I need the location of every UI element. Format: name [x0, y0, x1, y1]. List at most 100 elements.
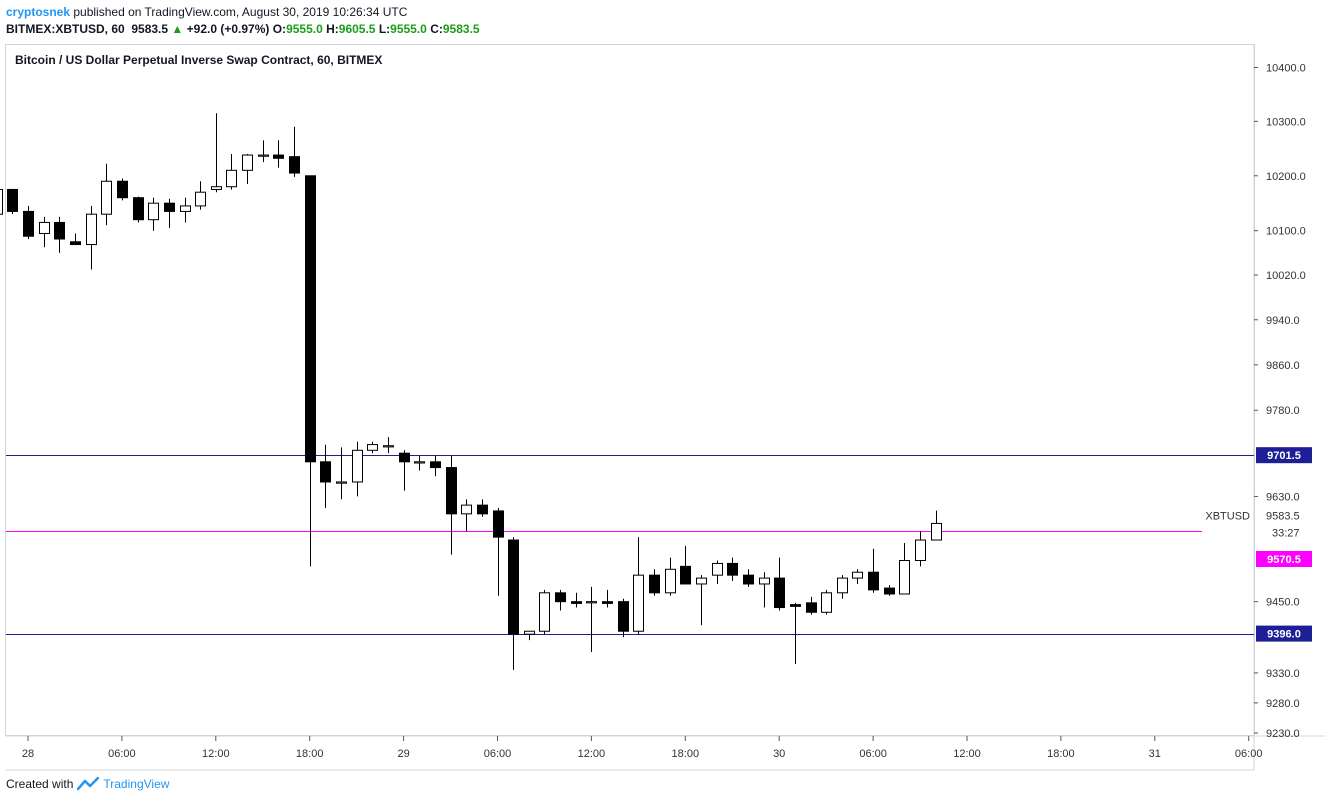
chart-title: Bitcoin / US Dollar Perpetual Inverse Sw… — [15, 53, 383, 67]
time-tick-label: 18:00 — [672, 748, 700, 760]
candle-body[interactable] — [743, 574, 754, 585]
candle-body[interactable] — [86, 213, 97, 246]
candle-body[interactable] — [539, 592, 550, 632]
time-tick-label: 06:00 — [108, 748, 136, 760]
candle-body[interactable] — [148, 202, 159, 221]
change-up-icon: ▲ — [171, 22, 184, 36]
candle-body[interactable] — [493, 510, 504, 538]
candle-body[interactable] — [23, 210, 34, 237]
candle-body[interactable] — [195, 191, 206, 207]
candle-body[interactable] — [680, 565, 691, 585]
tradingview-brand-link[interactable]: TradingView — [103, 777, 170, 791]
price-tick-label: 9780.0 — [1266, 405, 1300, 417]
candle-body[interactable] — [555, 592, 566, 603]
candle-body[interactable] — [305, 175, 316, 463]
candle-body[interactable] — [821, 592, 832, 613]
candle-body[interactable] — [7, 188, 18, 212]
level-price-label-bg — [1256, 447, 1312, 464]
price-tick-label: 9860.0 — [1266, 360, 1300, 372]
candle-body[interactable] — [117, 180, 128, 199]
series-name-label: XBTUSD — [1205, 510, 1250, 522]
candle-body[interactable] — [790, 604, 801, 607]
candle-body[interactable] — [806, 602, 817, 613]
level-price-label: 9570.5 — [1267, 554, 1301, 566]
candle-body[interactable] — [367, 444, 378, 451]
publish-line: cryptosnek published on TradingView.com,… — [6, 5, 407, 19]
candle-body[interactable] — [649, 574, 660, 594]
time-tick-label: 06:00 — [1235, 748, 1263, 760]
candle-body[interactable] — [508, 539, 519, 635]
time-tick-label: 12:00 — [578, 748, 606, 760]
high-value: 9605.5 — [338, 22, 376, 36]
time-tick-label: 18:00 — [1047, 748, 1075, 760]
candle-body[interactable] — [759, 577, 770, 585]
candle-body[interactable] — [446, 467, 457, 515]
candle-body[interactable] — [39, 221, 50, 234]
candle-body[interactable] — [430, 461, 441, 469]
candle-body[interactable] — [54, 221, 65, 240]
candle-body[interactable] — [461, 504, 472, 515]
price-tick-label: 9280.0 — [1266, 698, 1300, 710]
candle-body[interactable] — [837, 577, 848, 594]
candle-body[interactable] — [414, 461, 425, 464]
candle-body[interactable] — [915, 539, 926, 561]
candle-body[interactable] — [696, 577, 707, 585]
bar-countdown: 33:27 — [1272, 527, 1300, 539]
last-price: 9583.5 — [131, 22, 169, 36]
symbol-label: BITMEX:XBTUSD, 60 — [6, 22, 125, 36]
time-tick-label: 06:00 — [484, 748, 512, 760]
candle-body[interactable] — [633, 574, 644, 632]
candle-body[interactable] — [712, 562, 723, 576]
time-tick-label: 12:00 — [202, 748, 230, 760]
candle-body[interactable] — [868, 571, 879, 591]
candle-body[interactable] — [931, 522, 942, 541]
candle-body[interactable] — [273, 154, 284, 159]
price-tick-label: 9230.0 — [1266, 728, 1300, 740]
candle-body[interactable] — [884, 587, 895, 595]
candle-body[interactable] — [571, 601, 582, 604]
candle-body[interactable] — [852, 571, 863, 579]
candle-body[interactable] — [477, 504, 488, 515]
level-price-label-bg — [1256, 625, 1312, 642]
candle-body[interactable] — [727, 562, 738, 576]
candle-body[interactable] — [602, 601, 613, 604]
candle-body[interactable] — [101, 180, 112, 215]
candle-body[interactable] — [226, 169, 237, 188]
high-label: H: — [326, 22, 339, 36]
created-with-label: Created with — [6, 777, 74, 791]
candle-body[interactable] — [164, 202, 175, 212]
candle-body[interactable] — [180, 205, 191, 212]
low-value: 9555.0 — [390, 22, 427, 36]
low-label: L: — [378, 22, 391, 36]
candle-body[interactable] — [524, 630, 535, 635]
candle-body[interactable] — [618, 601, 629, 632]
time-tick-label: 18:00 — [296, 748, 324, 760]
candle-body[interactable] — [352, 449, 363, 483]
candle-body[interactable] — [0, 188, 3, 215]
candle-body[interactable] — [70, 241, 81, 246]
candle-body[interactable] — [665, 568, 676, 594]
candle-body[interactable] — [586, 601, 597, 604]
candle-body[interactable] — [289, 156, 300, 174]
price-tick-label: 9940.0 — [1266, 315, 1300, 327]
candle-body[interactable] — [320, 461, 331, 483]
candle-body[interactable] — [774, 577, 785, 609]
candle-body[interactable] — [258, 154, 269, 157]
price-tick-label: 9330.0 — [1266, 668, 1300, 680]
tradingview-logo-icon — [77, 777, 100, 791]
candle-body[interactable] — [383, 445, 394, 448]
candle-body[interactable] — [211, 186, 222, 190]
candle-body[interactable] — [133, 197, 144, 221]
candle-body[interactable] — [336, 481, 347, 484]
candle-body[interactable] — [399, 452, 410, 463]
level-price-label: 9396.0 — [1267, 629, 1301, 641]
time-tick-label: 28 — [22, 748, 34, 760]
candle-body[interactable] — [899, 559, 910, 595]
time-tick-label: 12:00 — [953, 748, 981, 760]
candle-body[interactable] — [242, 154, 253, 171]
price-tick-label: 9630.0 — [1266, 491, 1300, 503]
price-tick-label: 10300.0 — [1266, 116, 1306, 128]
level-price-label-bg — [1256, 550, 1312, 567]
author-link[interactable]: cryptosnek — [6, 5, 71, 19]
